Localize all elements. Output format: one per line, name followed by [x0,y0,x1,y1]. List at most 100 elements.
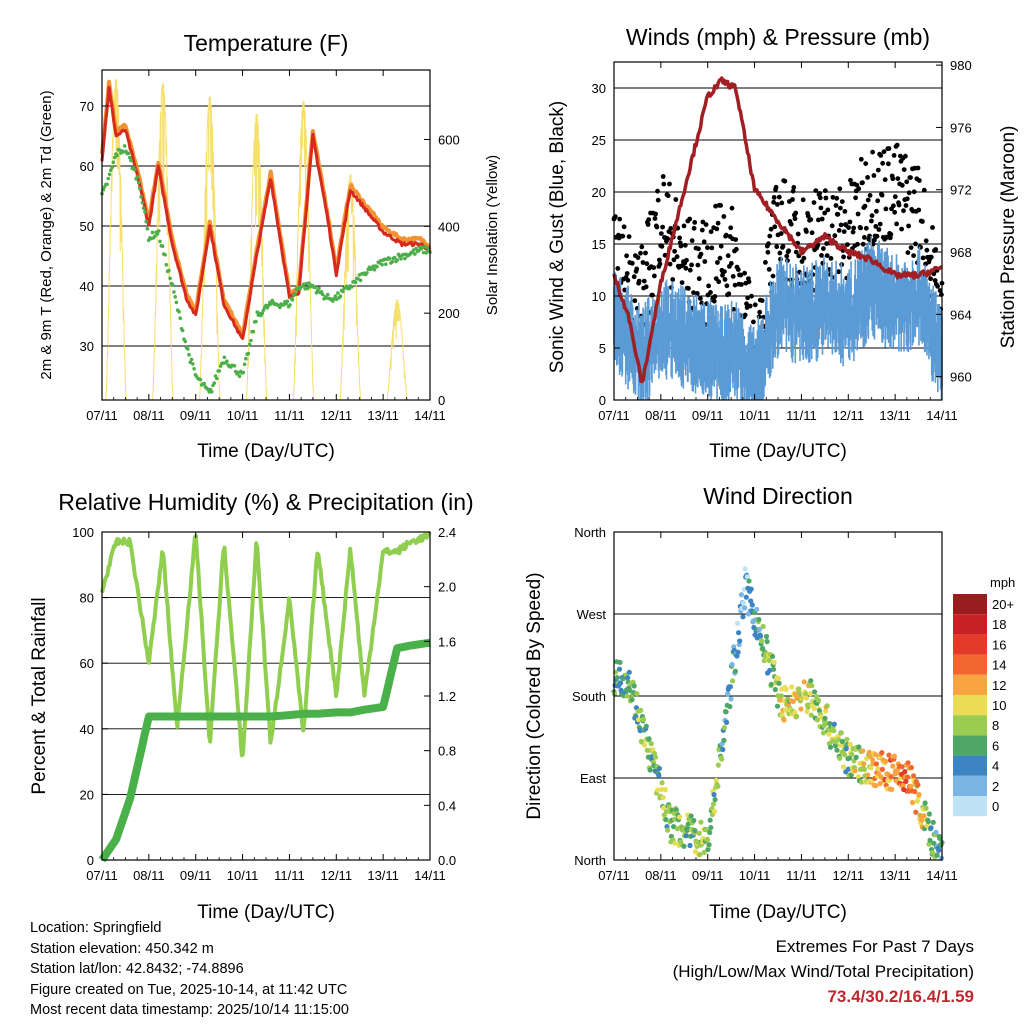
dewpoint-point [133,168,137,172]
gust-point [815,243,821,249]
gust-point [875,167,881,173]
direction-point [691,817,697,824]
direction-point [891,753,898,759]
dewpoint-point [225,359,229,364]
dewpoint-point [189,357,194,362]
legend-swatch [953,654,987,675]
legend-swatch [953,614,987,635]
gust-point [848,177,853,183]
gust-point [894,142,900,148]
direction-point [706,842,712,848]
dewpoint-point [237,374,242,379]
gust-point [916,178,922,183]
temperature-title: Temperature (F) [184,30,349,56]
direction-point [749,602,755,608]
direction-point [855,774,862,780]
direction-point [808,712,814,718]
temperature-ylabel-right: Solar Insolation (Yellow) [484,155,501,315]
gust-point [657,261,663,267]
winds-xlabel: Time (Day/UTC) [709,441,847,462]
gust-point [869,218,874,224]
direction-point [712,808,718,815]
gust-point [711,298,717,304]
x-tick-label: 10/11 [739,408,771,423]
direction-point [617,659,623,666]
direction-point [861,766,868,773]
gust-point [903,203,909,208]
direction-point [705,846,711,853]
x-tick-label: 08/11 [133,408,165,423]
gust-point [920,255,926,261]
gust-point [621,224,627,230]
gust-point [671,257,677,263]
gust-point [678,243,684,249]
direction-point [659,786,665,793]
gust-point [732,282,738,288]
direction-point [803,691,809,697]
dewpoint-point [246,351,251,356]
direction-point [912,789,918,795]
gust-point [653,211,658,217]
dewpoint-point [425,246,430,250]
x-tick-label: 11/11 [786,408,817,423]
gust-point [728,261,734,266]
x-tick-label: 11/11 [786,868,817,883]
gust-point [911,189,917,195]
gust-point [817,195,823,201]
direction-point [844,736,850,742]
gust-point [804,229,809,235]
direction-point [720,746,726,753]
gust-point [932,278,938,283]
y-tick-label-right: 600 [438,132,460,147]
pressure-series [612,76,943,384]
direction-point [852,768,858,774]
gust-point [816,217,821,223]
gust-point [822,210,828,216]
dewpoint-point [139,195,143,199]
gust-point [738,272,744,278]
gust-point [862,203,868,209]
temperature-plot-frame [101,69,431,401]
direction-point [905,774,911,780]
direction-point [919,817,925,823]
gust-point [625,277,631,283]
direction-point [868,765,874,771]
direction-point [790,698,796,705]
direction-point [662,787,669,793]
y-tick-label-right: 968 [950,245,972,260]
gust-point [813,188,819,194]
gust-point [744,301,749,307]
extremes-line2: (High/Low/Max Wind/Total Precipitation) [672,962,974,981]
x-tick-label: 09/11 [180,408,212,423]
y-tick-label-left: 40 [80,279,94,294]
gust-point [776,194,782,200]
gust-point [689,262,694,268]
direction-point [776,680,782,686]
gust-point [650,292,655,298]
gust-point [908,175,913,181]
extremes-block: Extremes For Past 7 Days (High/Low/Max W… [673,934,974,1009]
dewpoint-point [392,255,397,260]
direction-point [727,684,734,690]
x-tick-label: 12/11 [320,868,352,883]
gust-point [875,198,881,204]
gust-point [660,224,665,230]
precip-line [98,638,433,863]
direction-point [666,804,672,810]
gust-point [886,146,892,151]
gust-point [683,265,689,271]
direction-point [930,850,936,856]
direction-point [761,658,767,664]
dewpoint-point [403,256,407,261]
direction-point [778,693,784,699]
direction-point [937,835,943,842]
gust-point [742,312,748,318]
direction-point [769,653,776,660]
gust-point [901,167,907,173]
x-tick-label: 11/11 [274,868,305,883]
direction-point [721,737,727,744]
dewpoint-point [326,292,330,297]
location-text: Location: Springfield [30,920,162,936]
gust-point [869,213,875,219]
gust-point [874,208,879,214]
